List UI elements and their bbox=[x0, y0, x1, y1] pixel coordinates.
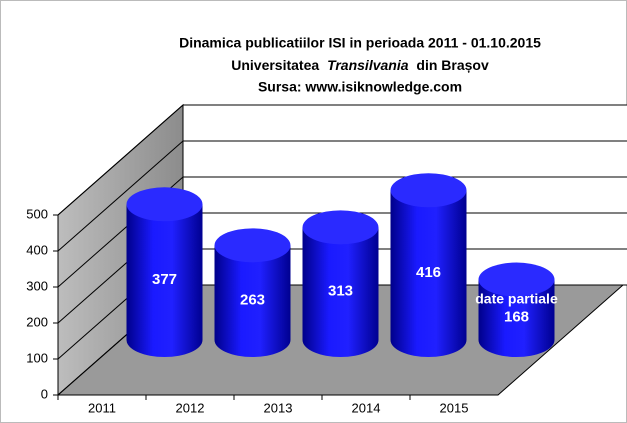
bar bbox=[214, 228, 291, 357]
subtitle-part: Universitatea bbox=[231, 57, 319, 73]
y-tick-label: 400 bbox=[26, 242, 48, 257]
bar-body bbox=[390, 190, 467, 357]
x-tick-label: 2013 bbox=[264, 400, 293, 415]
value-label: 263 bbox=[240, 292, 265, 309]
y-tick-label: 0 bbox=[41, 386, 48, 401]
value-label: 416 bbox=[416, 264, 441, 281]
bar-top bbox=[478, 262, 555, 297]
bar-top bbox=[126, 187, 203, 222]
bar-top bbox=[390, 173, 467, 208]
value-label: 377 bbox=[152, 271, 177, 288]
bar-body bbox=[214, 245, 291, 357]
grid-line bbox=[57, 140, 184, 252]
y-tick-label: 300 bbox=[26, 278, 48, 293]
y-tick-label: 200 bbox=[26, 314, 48, 329]
subtitle-part: din Brașov bbox=[416, 57, 489, 73]
x-tick-label: 2014 bbox=[352, 400, 381, 415]
subtitle-part: Transilvania bbox=[327, 57, 409, 73]
chart-subtitle: Universitatea Transilvania din Brașov bbox=[231, 57, 489, 73]
bar bbox=[126, 187, 203, 357]
bar-body bbox=[478, 279, 555, 357]
bar bbox=[390, 173, 467, 357]
annotation: date partiale bbox=[475, 290, 558, 306]
value-label: 313 bbox=[328, 283, 353, 300]
bar-top bbox=[214, 228, 291, 263]
y-tick-label: 500 bbox=[26, 206, 48, 221]
x-tick-label: 2012 bbox=[176, 400, 205, 415]
bar-body bbox=[126, 204, 203, 357]
bar-top bbox=[302, 210, 379, 245]
x-tick-label: 2011 bbox=[88, 400, 116, 415]
y-tick-label: 100 bbox=[26, 350, 48, 365]
value-label: 168 bbox=[504, 309, 529, 326]
grid-line bbox=[57, 104, 184, 216]
bar bbox=[478, 262, 555, 357]
bar bbox=[302, 210, 379, 357]
chart-title: Dinamica publicatiilor ISI in perioada 2… bbox=[179, 35, 541, 51]
bar-body bbox=[302, 227, 379, 357]
x-tick-label: 2015 bbox=[440, 400, 469, 415]
chart-source: Sursa: www.isiknowledge.com bbox=[258, 79, 462, 95]
